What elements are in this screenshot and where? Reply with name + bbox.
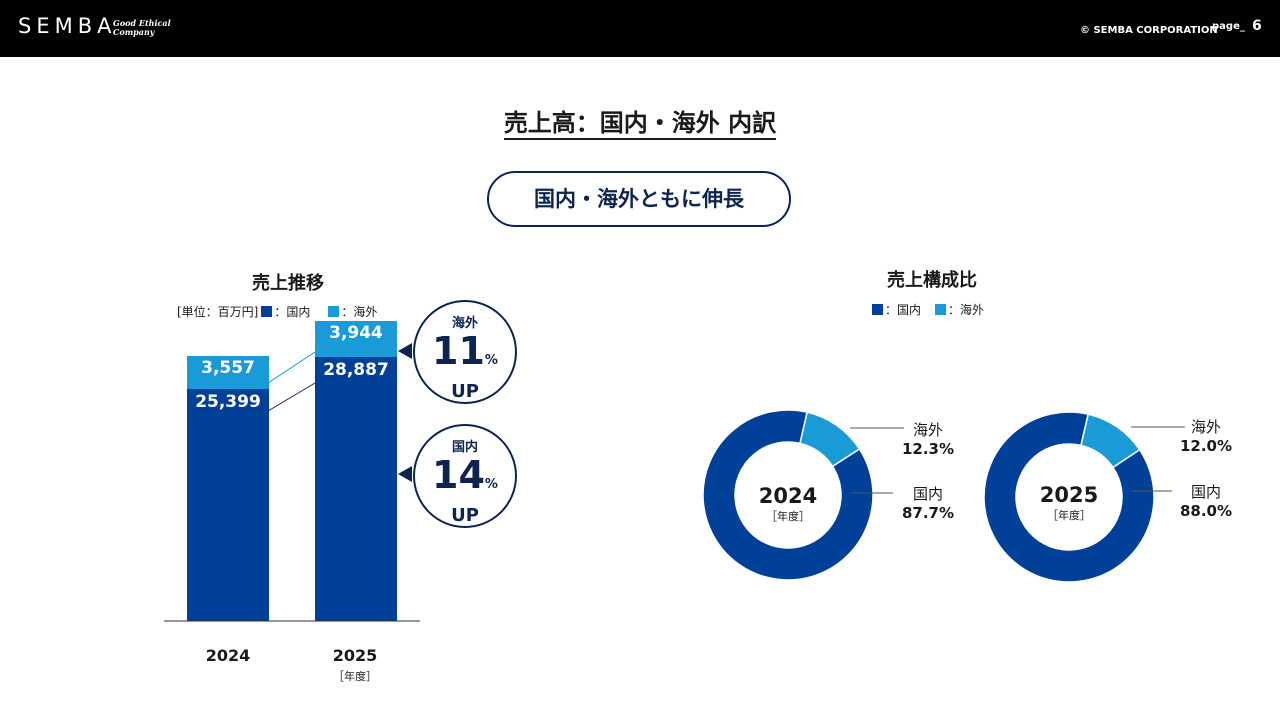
copyright: © SEMBA CORPORATION: [1080, 25, 1218, 36]
donut-2024-unit: ［年度］: [766, 510, 810, 523]
donut-legend-swatch-overseas: [935, 304, 947, 315]
donut-legend-swatch-domestic: [872, 304, 883, 315]
legend-overseas: ：海外: [341, 305, 378, 319]
donut-2025-slice-domestic: [983, 411, 1155, 583]
logo-tagline: Good Ethical Company: [113, 19, 171, 37]
bar-domestic-2024: [187, 388, 269, 621]
page-label: page_: [1212, 21, 1245, 32]
x-tick-2025: 2025: [332, 646, 378, 665]
bar-chart-title: 売上推移: [252, 273, 324, 294]
donut-2024-overseas-name: 海外: [912, 421, 943, 439]
donut-2025-center: 2025 ［年度］: [1019, 483, 1119, 523]
callout-overseas-unit: %: [484, 353, 498, 368]
donut-chart-title: 売上構成比: [887, 270, 977, 291]
donut-2025-overseas-name: 海外: [1190, 418, 1221, 436]
donut-2024-domestic-value: 87.7%: [901, 504, 955, 522]
donut-2025-unit: ［年度］: [1047, 509, 1091, 522]
bar-overseas-2025: [315, 320, 397, 357]
donut-legend-domestic: ：国内: [885, 303, 922, 317]
x-unit: ［年度］: [333, 670, 377, 683]
donut-2024-domestic-name: 国内: [912, 485, 943, 503]
donut-2024-overseas-value: 12.3%: [901, 440, 955, 458]
donut-2024-year: 2024: [758, 484, 818, 508]
callout-pointer-domestic: [398, 466, 412, 482]
headline-pill: 国内・海外ともに伸長: [487, 171, 791, 227]
donut-2025-overseas-value: 12.0%: [1179, 437, 1233, 455]
callout-domestic-name: 国内: [451, 440, 478, 455]
donut-2024-slice-domestic: [702, 409, 874, 581]
callout-overseas-name: 海外: [451, 316, 478, 331]
callout-domestic: 国内 14% UP: [413, 424, 517, 528]
donut-2024-overseas-label: 海外 12.3%: [898, 419, 958, 458]
donut-2025-domestic-value: 88.0%: [1179, 502, 1233, 520]
bar-overseas-2024: [187, 356, 269, 389]
donut-2025-domestic-name: 国内: [1190, 483, 1221, 501]
unit-label: [単位：百万円]: [177, 305, 259, 319]
bar-label-domestic-2024: 25,399: [195, 391, 261, 412]
callout-domestic-value: 14: [432, 453, 485, 497]
connector-overseas: [267, 351, 316, 384]
header-bar: SEMBA Good Ethical Company © SEMBA CORPO…: [0, 0, 1280, 57]
bar-label-overseas-2025: 3,944: [329, 322, 383, 343]
bar-label-domestic-2025: 28,887: [323, 359, 389, 380]
callout-domestic-suffix: UP: [451, 505, 479, 526]
legend-swatch-overseas: [328, 306, 340, 317]
legend-domestic: ：国内: [274, 305, 311, 319]
bar-domestic-2025: [315, 356, 397, 621]
donut-2024-domestic-label: 国内 87.7%: [898, 483, 958, 522]
x-tick-2024: 2024: [205, 646, 251, 665]
callout-overseas-value: 11: [432, 329, 485, 373]
page-number: 6: [1252, 18, 1262, 34]
semba-logo: SEMBA: [18, 14, 117, 38]
donut-2025-overseas-label: 海外 12.0%: [1176, 416, 1236, 455]
callout-overseas-suffix: UP: [451, 381, 479, 402]
legend-swatch-domestic: [261, 306, 273, 317]
connector-domestic: [267, 382, 316, 412]
donut-2024-center: 2024 ［年度］: [738, 484, 838, 524]
callout-overseas: 海外 11% UP: [413, 300, 517, 404]
slide-title: 売上高：国内・海外 内訳: [0, 103, 1280, 140]
callout-domestic-unit: %: [484, 477, 498, 492]
donut-legend-overseas: ：海外: [948, 303, 985, 317]
bar-label-overseas-2024: 3,557: [201, 358, 255, 379]
tagline-line-1: Good Ethical: [113, 18, 171, 28]
bar-chart-legend: [単位：百万円] ：国内 ：海外: [177, 303, 377, 320]
donut-chart-legend: ：国内 ：海外: [869, 301, 984, 318]
tagline-line-2: Company: [113, 27, 155, 37]
callout-pointer-overseas: [398, 343, 412, 359]
donut-2025-year: 2025: [1039, 483, 1099, 507]
donut-2025-domestic-label: 国内 88.0%: [1176, 481, 1236, 520]
slide-title-text: 売上高：国内・海外 内訳: [503, 109, 777, 140]
